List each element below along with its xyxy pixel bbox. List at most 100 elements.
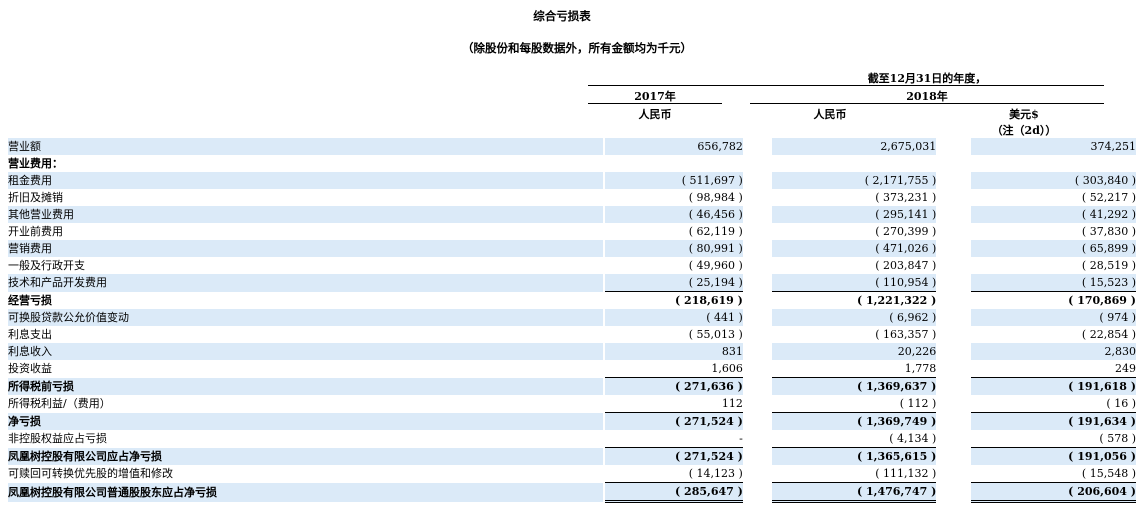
year-2018-header: 2018年 [906, 90, 948, 103]
value-2018-rmb: ( 2,171,755 ) [771, 172, 937, 189]
col2-currency-header: 人民币 [813, 108, 847, 121]
value-2017-rmb: ( 46,456 ) [604, 206, 743, 223]
value-2018-usd: 249 [1115, 362, 1136, 375]
value-2018-usd: ( 303,840 ) [971, 172, 1136, 189]
value-2017-rmb: - [739, 432, 743, 445]
row-label: 可赎回可转换优先股的增值和修改 [8, 467, 173, 481]
value-2018-usd: ( 28,519 ) [1081, 259, 1136, 272]
table-row: 可换股贷款公允价值变动( 441 ) ( 6,962 ) ( 974 ) [8, 309, 1136, 326]
row-label: 所得税前亏损 [8, 377, 603, 395]
period-header: 截至12月31日的年度， [867, 72, 987, 85]
table-row: 利息支出 ( 55,013 ) ( 163,357 ) ( 22,854 ) [8, 326, 1136, 343]
income-statement-table: 营业额 656,782 2,675,031 374,251 营业费用： 租金费用( 511… [8, 138, 1136, 503]
value-2018-usd: 2,830 [971, 343, 1136, 360]
row-label: 净亏损 [8, 412, 603, 430]
table-row: 所得税利益/（费用） 112 ( 112 ) ( 16 ) [8, 395, 1136, 413]
value-2017-rmb: 656,782 [604, 138, 743, 155]
value-2018-usd: ( 191,056 ) [971, 447, 1136, 465]
table-row: 凤凰树控股有限公司应占净亏损( 271,524 ) ( 1,365,615 ) ( … [8, 447, 1136, 465]
table-row: 投资收益 1,606 1,778 249 [8, 360, 1136, 378]
year-2017-header: 2017年 [634, 90, 676, 103]
row-label: 可换股贷款公允价值变动 [8, 309, 603, 326]
table-row: 非控股权益应占亏损 - ( 4,134 ) ( 578 ) [8, 430, 1136, 448]
value-2018-rmb: ( 471,026 ) [771, 240, 937, 257]
row-label: 其他营业费用 [8, 206, 603, 223]
value-2018-rmb: ( 1,221,322 ) [771, 291, 937, 309]
row-label: 所得税利益/（费用） [8, 397, 111, 411]
table-row: 营销费用( 80,991 ) ( 471,026 ) ( 65,899 ) [8, 240, 1136, 257]
col3-note-header: （注（2d）） [991, 124, 1057, 137]
table-row: 利息收入 831 20,226 2,830 [8, 343, 1136, 360]
table-row: 一般及行政开支 ( 49,960 ) ( 203,847 ) ( 28,519 ) [8, 257, 1136, 274]
row-label: 利息支出 [8, 328, 52, 341]
value-2018-rmb: ( 163,357 ) [875, 328, 937, 341]
value-2018-usd: ( 206,604 ) [971, 482, 1136, 503]
value-2017-rmb: ( 271,524 ) [604, 447, 743, 465]
statement-title: 综合亏损表 [533, 9, 591, 23]
value-2017-rmb: 112 [721, 397, 743, 410]
table-row: 开业前费用 ( 62,119 ) ( 270,399 ) ( 37,830 ) [8, 223, 1136, 240]
value-2018-rmb: 20,226 [771, 343, 937, 360]
value-2018-usd: ( 191,618 ) [971, 377, 1136, 395]
row-label: 营销费用 [8, 240, 603, 257]
value-2017-rmb: ( 271,524 ) [604, 412, 743, 430]
value-2018-rmb: ( 1,476,747 ) [771, 482, 937, 503]
year-2017-rule [588, 103, 722, 104]
value-2018-usd: ( 52,217 ) [1081, 191, 1136, 204]
table-row: 其他营业费用( 46,456 ) ( 295,141 ) ( 41,292 ) [8, 206, 1136, 223]
row-label: 一般及行政开支 [8, 259, 85, 272]
value-2017-rmb [605, 155, 743, 172]
value-2018-usd: ( 37,830 ) [1081, 225, 1136, 238]
value-2018-usd: ( 22,854 ) [1081, 328, 1136, 341]
value-2017-rmb: ( 49,960 ) [688, 259, 743, 272]
row-label: 营业额 [8, 138, 603, 155]
value-2017-rmb: ( 285,647 ) [604, 482, 743, 503]
value-2018-usd: ( 15,548 ) [1081, 467, 1136, 480]
table-row: 经营亏损 ( 218,619 ) ( 1,221,322 ) ( 170,869 ) [8, 291, 1136, 309]
table-row: 技术和产品开发费用( 25,194 ) ( 110,954 ) ( 15,523 ) [8, 274, 1136, 292]
value-2017-rmb: ( 62,119 ) [688, 225, 743, 238]
table-row: 凤凰树控股有限公司普通股股东应占净亏损( 285,647 ) ( 1,476,74… [8, 482, 1136, 503]
value-2017-rmb: 1,606 [711, 362, 743, 375]
table-row: 折旧及摊销 ( 98,984 ) ( 373,231 ) ( 52,217 ) [8, 189, 1136, 206]
row-label: 租金费用 [8, 172, 603, 189]
statement-subtitle: （除股份和每股数据外，所有金额均为千元） [462, 41, 692, 55]
value-2018-usd: ( 65,899 ) [971, 240, 1136, 257]
value-2017-rmb: ( 25,194 ) [604, 274, 743, 292]
col1-currency-header: 人民币 [638, 108, 672, 121]
row-label: 技术和产品开发费用 [8, 274, 603, 292]
value-2017-rmb: ( 511,697 ) [604, 172, 743, 189]
value-2017-rmb: ( 441 ) [604, 309, 743, 326]
table-row: 净亏损( 271,524 ) ( 1,369,749 ) ( 191,634 ) [8, 412, 1136, 430]
value-2018-rmb: ( 270,399 ) [875, 225, 937, 238]
row-label: 开业前费用 [8, 225, 63, 238]
col3-currency-header: 美元$ [1009, 108, 1039, 121]
table-row: 营业额 656,782 2,675,031 374,251 [8, 138, 1136, 155]
period-rule [588, 85, 1104, 86]
value-2018-usd: ( 170,869 ) [971, 291, 1136, 309]
table-row: 营业费用： [8, 155, 1136, 172]
value-2017-rmb: ( 98,984 ) [688, 191, 743, 204]
year-2018-rule [750, 103, 1104, 104]
value-2018-usd: ( 578 ) [1099, 432, 1136, 445]
value-2018-rmb: ( 6,962 ) [771, 309, 937, 326]
value-2017-rmb: ( 218,619 ) [604, 291, 743, 309]
value-2017-rmb: ( 271,636 ) [604, 377, 743, 395]
value-2018-rmb: ( 295,141 ) [771, 206, 937, 223]
value-2018-rmb [772, 155, 937, 172]
row-label: 投资收益 [8, 362, 52, 376]
value-2018-usd: ( 16 ) [1106, 397, 1136, 410]
value-2018-rmb: 1,778 [904, 362, 937, 375]
value-2017-rmb: ( 80,991 ) [604, 240, 743, 257]
table-row: 所得税前亏损( 271,636 ) ( 1,369,637 ) ( 191,618 … [8, 377, 1136, 395]
value-2018-rmb: ( 203,847 ) [875, 259, 937, 272]
table-row: 租金费用( 511,697 ) ( 2,171,755 ) ( 303,840 ) [8, 172, 1136, 189]
value-2017-rmb: 831 [604, 343, 743, 360]
row-label: 营业费用： [8, 157, 63, 170]
table-row: 可赎回可转换优先股的增值和修改 ( 14,123 ) ( 111,132 ) ( 15… [8, 465, 1136, 483]
value-2018-usd: ( 974 ) [971, 309, 1136, 326]
value-2018-usd: ( 41,292 ) [971, 206, 1136, 223]
value-2018-rmb: ( 4,134 ) [889, 432, 937, 445]
row-label: 经营亏损 [8, 293, 52, 307]
value-2018-rmb: ( 111,132 ) [875, 467, 937, 480]
